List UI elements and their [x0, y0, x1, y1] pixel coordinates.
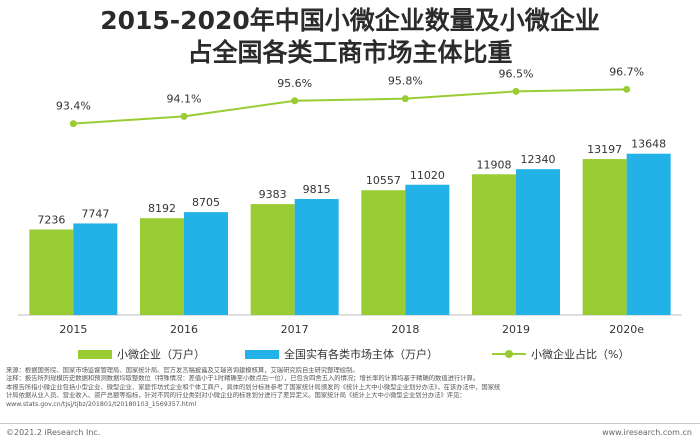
data-label-small-micro-2016: 8192 [148, 202, 176, 215]
footer-copyright: ©2021.2 iResearch Inc. [6, 428, 101, 437]
legend-label-small-micro: 小微企业（万户） [117, 348, 205, 361]
bar-small-micro-2020e [582, 159, 627, 315]
legend-swatch-share [492, 349, 526, 359]
data-label-market-entities-2017: 9815 [303, 183, 331, 196]
bar-small-micro-2017 [250, 204, 295, 315]
x-tick-label-2018: 2018 [391, 323, 419, 336]
data-label-market-entities-2020e: 13648 [631, 138, 666, 151]
data-label-market-entities-2018: 11020 [410, 169, 445, 182]
legend-swatch-market-entities [245, 349, 279, 359]
note-comment: 注释：报告所列规模历史数据和预测数据均取整数位（特殊情况：差值小于1时精确至小数… [6, 375, 480, 383]
bar-market-entities-2018 [405, 184, 450, 315]
x-tick-label-2020e: 2020e [609, 323, 644, 336]
share-label-2016: 94.1% [167, 92, 202, 105]
data-label-market-entities-2019: 12340 [521, 153, 556, 166]
bar-small-micro-2016 [140, 218, 184, 315]
bar-market-entities-2015 [73, 223, 118, 315]
note-definition-cont: 计局依据从业人员、营业收入、资产总额等指标，针对不同的行业类别对小微企业的标准划… [6, 392, 466, 400]
share-point-2015 [69, 120, 77, 128]
legend-swatch-small-micro [78, 349, 112, 359]
share-label-2020e: 96.7% [609, 65, 644, 78]
bar-small-micro-2015 [29, 229, 74, 315]
legend-item-share: 小微企业占比（%） [492, 346, 629, 362]
note-source: 来源：根据国务院、国家市场监督管理局、国家统计局、官方发言稿披露及艾瑞咨询建模核… [6, 367, 359, 374]
bar-market-entities-2017 [294, 199, 339, 315]
data-label-small-micro-2019: 11908 [477, 158, 512, 171]
data-label-market-entities-2016: 8705 [192, 196, 220, 209]
page-footer: ©2021.2 iResearch Inc. www.iresearch.com… [0, 423, 700, 444]
note-url: www.stats.gov.cn/tjsj/tjbz/201801/t20180… [6, 400, 197, 408]
chart-title-line2: 占全国各类工商市场主体比重 [187, 38, 513, 67]
bar-small-micro-2018 [361, 190, 406, 315]
data-label-small-micro-2020e: 13197 [587, 143, 622, 156]
source-notes: 来源：根据国务院、国家市场监督管理局、国家统计局、官方发言稿披露及艾瑞咨询建模核… [6, 367, 696, 409]
chart-title-line1: 2015-2020年中国小微企业数量及小微企业 [100, 6, 600, 35]
bar-market-entities-2020e [626, 153, 671, 315]
x-tick-label-2016: 2016 [170, 323, 198, 336]
x-tick-label-2015: 2015 [59, 323, 87, 336]
bar-market-entities-2016 [184, 212, 228, 315]
data-label-small-micro-2017: 9383 [259, 188, 287, 201]
share-point-2018 [401, 95, 409, 103]
bar-small-micro-2019 [472, 174, 516, 315]
share-point-2019 [512, 87, 520, 95]
legend-label-market-entities: 全国实有各类市场主体（万户） [284, 348, 438, 361]
share-point-2016 [180, 112, 188, 120]
bar-market-entities-2019 [516, 169, 560, 315]
x-tick-label-2019: 2019 [502, 323, 530, 336]
share-label-2019: 96.5% [499, 67, 534, 80]
data-label-small-micro-2018: 10557 [366, 174, 401, 187]
share-point-2020e [623, 85, 631, 93]
legend-item-small-micro: 小微企业（万户） [78, 346, 205, 362]
legend-label-share: 小微企业占比（%） [531, 348, 630, 361]
data-label-market-entities-2015: 7747 [81, 207, 109, 220]
share-point-2017 [291, 97, 299, 105]
data-label-small-micro-2015: 7236 [37, 213, 65, 226]
footer-website: www.iresearch.com.cn [602, 428, 692, 437]
share-label-2015: 93.4% [56, 100, 91, 113]
legend-item-market-entities: 全国实有各类市场主体（万户） [245, 346, 438, 362]
note-definition: 本报告所指小微企业包括小型企业、微型企业、家庭作坊式企业和个体工商户，具体的划分… [6, 383, 501, 391]
share-label-2018: 95.8% [388, 75, 423, 88]
x-tick-label-2017: 2017 [281, 323, 309, 336]
share-label-2017: 95.6% [277, 77, 312, 90]
chart-plot-area: 7236 7747 2015 8192 8705 2016 9383 9815 2017 1055… [18, 65, 682, 336]
share-line [73, 88, 627, 125]
